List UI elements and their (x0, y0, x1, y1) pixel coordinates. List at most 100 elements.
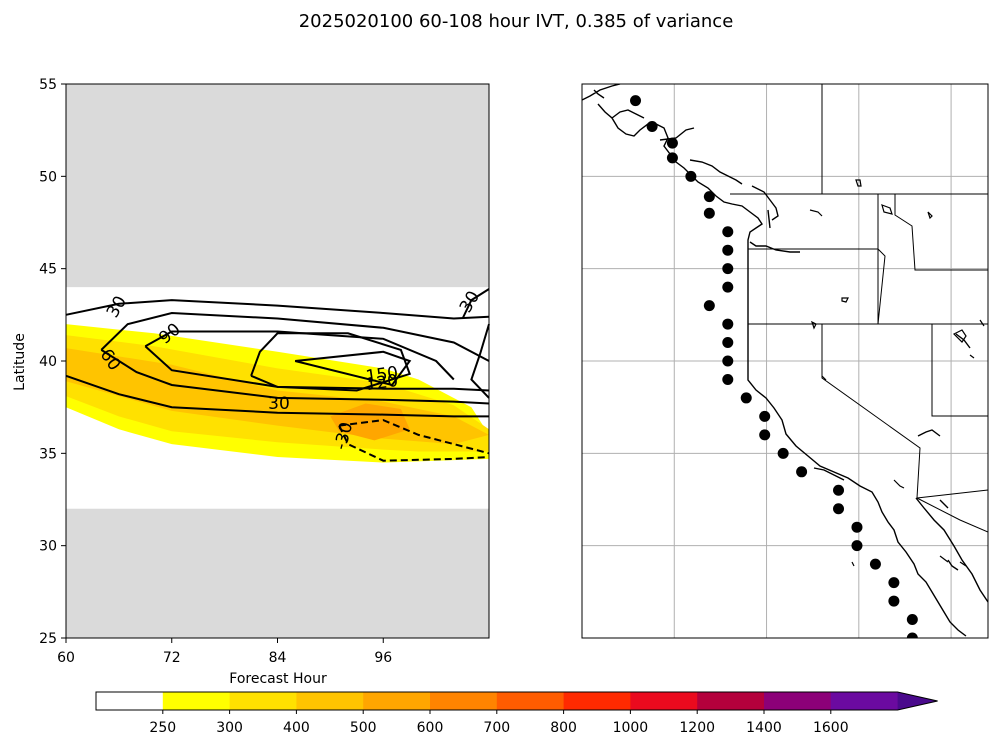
station-point (722, 355, 734, 367)
x-tick-label: 84 (269, 650, 287, 666)
colorbar-tick-label: 800 (550, 720, 577, 736)
colorbar-ticks: 250 300 400 500 600 700 800 1000 1200 1400 1600 (149, 710, 849, 736)
colorbar: 250 300 400 500 600 700 800 1000 1200 1400 1600 (95, 691, 938, 736)
colorbar-tick-label: 600 (417, 720, 444, 736)
colorbar-tick-label: 300 (216, 720, 243, 736)
station-point (646, 120, 658, 132)
station-point (703, 207, 715, 219)
lakes-and-islands (809, 179, 985, 567)
mexico-state-border (916, 497, 988, 533)
contour-line-60 (100, 349, 490, 405)
station-point (722, 318, 734, 330)
colorbar-segment (764, 692, 832, 710)
lake-outline (927, 211, 933, 220)
lake-outline (821, 375, 827, 381)
colorbar-segment (630, 692, 698, 710)
contour-line--30 (338, 425, 490, 462)
contour-label: 30 (268, 394, 290, 414)
station-point (833, 484, 845, 496)
y-tick-label: 55 (39, 77, 57, 93)
y-tick-label: 50 (39, 169, 57, 185)
coastline (582, 84, 988, 637)
colorbar-segment (697, 692, 765, 710)
station-point (666, 137, 678, 149)
colorbar-segment (363, 692, 431, 710)
station-point (722, 226, 734, 238)
island-outline (893, 479, 905, 489)
station-map-panel (581, 83, 989, 639)
island-outline (851, 561, 855, 567)
island-outline (939, 555, 949, 563)
colorbar-segment (563, 692, 631, 710)
station-point (722, 263, 734, 275)
lake-outline (855, 179, 862, 187)
station-point (630, 95, 642, 107)
contour-label: 150 (365, 363, 400, 387)
contour-line--30 (339, 419, 490, 455)
contour-line-90 (144, 330, 455, 381)
station-points (630, 95, 918, 638)
colorbar-tick-label: 700 (483, 720, 510, 736)
no-data-band (66, 508, 489, 638)
contour-line-90 (144, 345, 490, 392)
x-tick-label: 72 (163, 650, 181, 666)
california-nevada-border (821, 324, 921, 499)
nevada-utah-border (931, 324, 988, 417)
station-point (722, 244, 734, 256)
us-mexico-border (916, 489, 988, 499)
lake-outline (809, 209, 823, 217)
station-point (666, 152, 678, 164)
y-tick-label: 45 (39, 262, 57, 278)
colorbar-tick-label: 1400 (746, 720, 782, 736)
station-point (722, 281, 734, 293)
ivt-fill-500 (330, 403, 410, 441)
station-point (851, 521, 863, 533)
colorbar-tick-label: 1000 (613, 720, 649, 736)
figure-title: 2025020100 60-108 hour IVT, 0.385 of var… (299, 11, 734, 32)
x-axis-label: Forecast Hour (229, 671, 327, 687)
station-point (759, 410, 771, 422)
idaho-montana-border (894, 194, 988, 271)
station-point (703, 300, 715, 312)
no-data-band (66, 84, 489, 288)
state-borders (730, 84, 988, 533)
station-point (740, 392, 752, 404)
contour-label: 120 (365, 371, 400, 395)
contour-line-60 (100, 311, 490, 362)
station-point (906, 614, 918, 626)
colorbar-tick-label: 500 (350, 720, 377, 736)
variance-contour-lines (65, 288, 490, 462)
station-point (777, 447, 789, 459)
x-tick-label: 60 (57, 650, 75, 666)
contour-line-30 (461, 288, 490, 319)
colorbar-segment (296, 692, 364, 710)
station-point (869, 558, 881, 570)
colorbar-segment (496, 692, 565, 710)
x-axis-ticks: 60 72 84 96 (57, 638, 392, 666)
station-point (851, 540, 863, 552)
lake-outline (952, 329, 967, 343)
lake-outline (979, 319, 985, 327)
island-outline (959, 561, 967, 567)
station-point (722, 337, 734, 349)
colorbar-segment (430, 692, 498, 710)
colorbar-tick-label: 1200 (679, 720, 715, 736)
map-axes-frame (581, 83, 989, 639)
contour-line-120 (250, 332, 411, 392)
colorbar-tick-label: 1600 (813, 720, 849, 736)
lake-outline (810, 320, 817, 330)
contour-line-30 (65, 374, 489, 418)
y-tick-label: 35 (39, 446, 57, 462)
station-point (888, 577, 900, 589)
station-point (833, 503, 845, 515)
no-data-regions (66, 84, 489, 638)
y-tick-label: 30 (39, 539, 57, 555)
station-point (722, 373, 734, 385)
colorbar-tick-label: 250 (149, 720, 176, 736)
lake-outline (841, 297, 849, 303)
y-axis-ticks: 25 30 35 40 45 50 55 (39, 77, 66, 647)
station-point (906, 632, 918, 638)
colorbar-segment (830, 692, 899, 710)
